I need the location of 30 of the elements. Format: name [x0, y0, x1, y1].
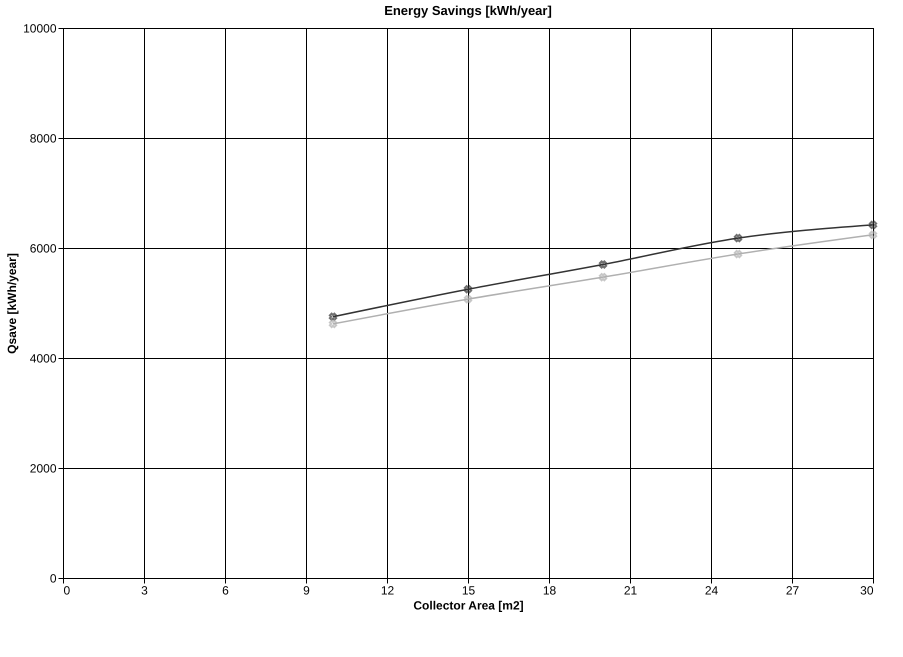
y-tick-label: 8000: [30, 132, 57, 146]
x-tick-label: 0: [64, 584, 70, 598]
x-tick-label: 30: [860, 584, 874, 598]
y-tick-label: 10000: [23, 22, 57, 36]
point: [328, 312, 338, 321]
chart-title: Energy Savings [kWh/year]: [384, 3, 552, 18]
point: [328, 320, 338, 328]
point: [464, 295, 472, 304]
y-tick-label: 6000: [30, 242, 57, 256]
point: [734, 234, 742, 242]
x-tick-label: 21: [624, 584, 638, 598]
y-axis-title: Qsave [kWh/year]: [5, 253, 20, 354]
x-axis-title: Collector Area [m2]: [413, 598, 524, 612]
point: [734, 250, 742, 258]
point: [868, 220, 878, 230]
x-tick-label: 12: [380, 584, 394, 598]
y-tick-label: 4000: [30, 352, 57, 366]
point: [598, 273, 608, 282]
y-tick-label: 0: [50, 572, 57, 586]
x-tick-label: 6: [222, 584, 230, 598]
y-tick-label: 2000: [30, 462, 57, 476]
x-tick-label: 18: [542, 584, 556, 598]
x-tick-label: 3: [141, 584, 148, 598]
point: [598, 260, 608, 269]
x-tick-label: 9: [303, 584, 310, 598]
x-tick-label: 27: [786, 584, 800, 598]
x-tick-label: 24: [704, 584, 718, 598]
point: [464, 285, 472, 294]
x-tick-label: 15: [462, 584, 476, 598]
point: [868, 230, 878, 239]
